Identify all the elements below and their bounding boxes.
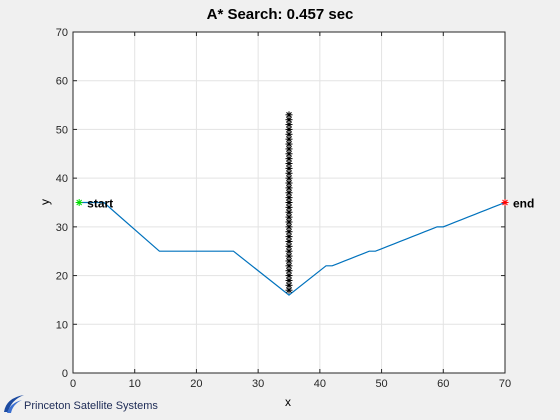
obstacle-marker — [285, 125, 293, 133]
end-label: end — [513, 197, 534, 211]
x-axis-label: x — [285, 395, 291, 409]
start-marker — [75, 199, 83, 206]
obstacle-marker — [285, 111, 293, 119]
path-line — [79, 201, 506, 296]
obstacle-marker — [285, 164, 293, 172]
y-tick-label: 30 — [56, 222, 68, 234]
end-marker — [501, 199, 509, 206]
obstacle-marker — [285, 189, 293, 197]
obstacle-marker — [285, 252, 293, 260]
obstacle-marker — [285, 281, 293, 289]
y-tick-label: 60 — [56, 76, 68, 88]
y-axis-label: y — [38, 199, 52, 205]
obstacle-marker — [285, 121, 293, 129]
chart-title: A* Search: 0.457 sec — [206, 6, 354, 23]
y-tick-label: 20 — [56, 271, 68, 283]
x-tick-label: 10 — [129, 378, 141, 390]
obstacle-marker — [285, 237, 293, 245]
x-tick-label: 40 — [314, 378, 326, 390]
logo-text: Princeton Satellite Systems — [24, 400, 158, 412]
x-tick-label: 20 — [190, 378, 202, 390]
start-label: start — [87, 197, 113, 211]
y-tick-label: 0 — [62, 368, 68, 380]
company-logo: Princeton Satellite Systems — [2, 392, 172, 418]
x-tick-label: 30 — [252, 378, 264, 390]
obstacle-marker — [285, 199, 293, 206]
x-tick-label: 70 — [499, 378, 511, 390]
y-tick-label: 70 — [56, 27, 68, 39]
y-tick-label: 10 — [56, 319, 68, 331]
x-tick-label: 60 — [437, 378, 449, 390]
y-tick-label: 50 — [56, 124, 68, 136]
logo-swoosh-icon — [4, 395, 24, 413]
y-tick-label: 40 — [56, 173, 68, 185]
x-tick-label: 0 — [70, 378, 76, 390]
obstacle-marker — [285, 184, 293, 192]
obstacle-marker — [285, 135, 293, 143]
x-tick-label: 50 — [375, 378, 387, 390]
obstacle-marker — [285, 213, 293, 221]
